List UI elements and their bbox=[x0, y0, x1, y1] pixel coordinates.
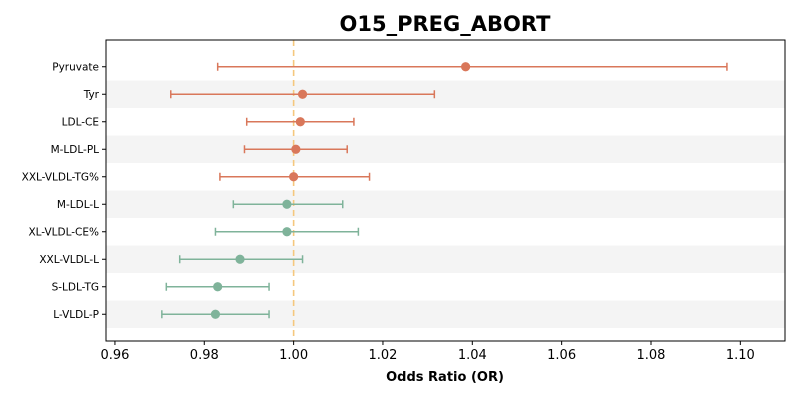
y-tick-label: M-LDL-PL bbox=[51, 144, 100, 156]
plot-frame bbox=[105, 39, 786, 342]
x-tick-label: 1.02 bbox=[368, 348, 397, 363]
x-tick-label: 0.96 bbox=[100, 348, 129, 363]
or-point bbox=[213, 282, 223, 292]
row-band bbox=[106, 190, 785, 218]
x-tick-label: 0.98 bbox=[190, 348, 219, 363]
x-axis-label: Odds Ratio (OR) bbox=[386, 370, 504, 385]
y-tick-label: Pyruvate bbox=[52, 62, 99, 74]
x-tick-label: 1.00 bbox=[279, 348, 308, 363]
or-point bbox=[461, 62, 471, 72]
or-point bbox=[297, 89, 308, 99]
or-point bbox=[210, 309, 221, 319]
or-point bbox=[291, 144, 301, 154]
or-point bbox=[289, 172, 299, 182]
y-tick-label: S-LDL-TG bbox=[52, 282, 99, 294]
or-point bbox=[235, 254, 245, 264]
y-tick-label: M-LDL-L bbox=[57, 199, 99, 211]
x-axis-ticks: 0.96 0.98 1.00 1.02 1.04 1.06 1.08 1.10 bbox=[100, 341, 755, 363]
x-tick-label: 1.10 bbox=[726, 348, 755, 363]
y-axis-ticks: Pyruvate Tyr LDL-CE M-LDL-PL XXL-VLDL-TG% M-L… bbox=[22, 62, 106, 321]
x-tick-label: 1.08 bbox=[637, 348, 666, 363]
chart-title: O15_PREG_ABORT bbox=[340, 12, 552, 36]
y-tick-label: XL-VLDL-CE% bbox=[28, 227, 99, 239]
y-tick-label: XXL-VLDL-TG% bbox=[22, 172, 99, 184]
or-point bbox=[295, 117, 305, 127]
y-tick-label: L-VLDL-P bbox=[53, 309, 99, 321]
plot-marks bbox=[161, 62, 728, 319]
y-tick-label: LDL-CE bbox=[62, 117, 99, 129]
y-tick-label: Tyr bbox=[83, 89, 100, 101]
row-band bbox=[106, 135, 785, 163]
row-bands bbox=[106, 80, 785, 328]
x-tick-label: 1.06 bbox=[547, 348, 576, 363]
or-point bbox=[282, 199, 292, 209]
or-point bbox=[282, 227, 292, 237]
y-tick-label: XXL-VLDL-L bbox=[39, 254, 99, 266]
x-tick-label: 1.04 bbox=[458, 348, 487, 363]
